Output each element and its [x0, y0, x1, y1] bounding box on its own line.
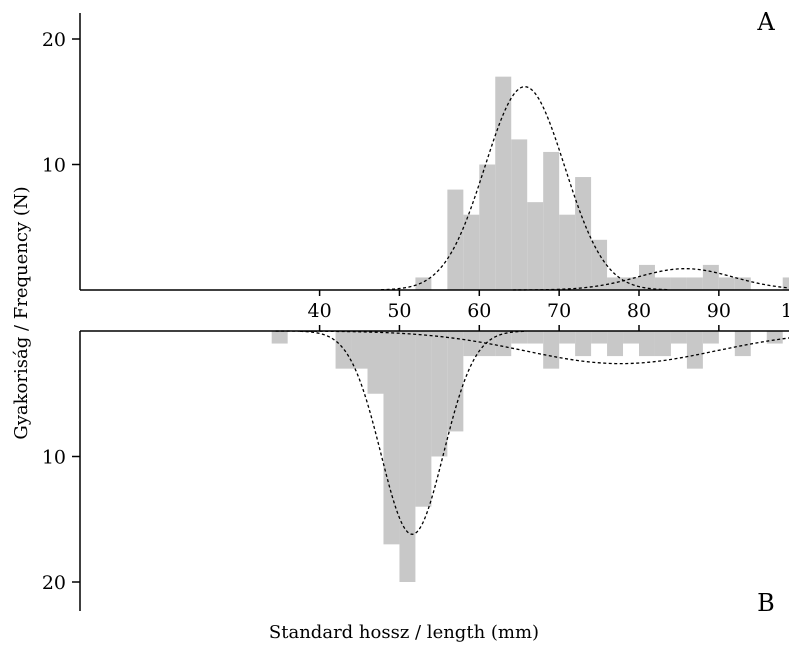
x-tick-label: 60	[467, 300, 491, 322]
panel-b-bar	[447, 331, 464, 432]
panel-a-bar	[495, 76, 512, 291]
panel-a-bar	[463, 214, 480, 290]
panel-b-bar	[702, 331, 719, 344]
panel-b-bar	[495, 331, 512, 357]
panel-b-bar	[367, 331, 384, 394]
panel-a-bar	[782, 277, 789, 290]
panel-a-y-ticks: 10 20	[42, 29, 80, 177]
panel-a-bar	[543, 151, 560, 290]
panel-a-bar	[575, 177, 592, 290]
panel-b-bar	[335, 331, 352, 369]
panel-b-y-tick-label: 10	[42, 447, 66, 469]
panel-b-bar	[623, 331, 639, 344]
panel-a-bar	[591, 239, 608, 290]
panel-b-bar	[431, 331, 448, 457]
panel-b-label: B	[757, 589, 775, 617]
x-tick-label: 40	[308, 300, 332, 322]
panel-b-bar	[734, 331, 751, 357]
panel-b-bar	[399, 331, 416, 582]
panel-b-bar	[686, 331, 703, 369]
x-tick-label: 70	[547, 300, 571, 322]
x-axis-ticks: 405060708090100110	[308, 290, 789, 331]
y-axis-title: Gyakoriság / Frequency (N)	[11, 186, 32, 439]
panel-a-bar	[511, 139, 528, 290]
x-tick-label: 80	[627, 300, 651, 322]
panel-b-bar	[479, 331, 496, 357]
panel-a-bar	[559, 214, 576, 290]
panel-a-y-tick-label: 20	[42, 29, 66, 51]
panel-a-bars	[415, 76, 789, 291]
panel-a-bar	[654, 277, 671, 290]
panel-b-y-ticks: 10 20	[42, 447, 80, 594]
panel-b-bar	[766, 331, 783, 344]
panel-b-bar	[575, 331, 592, 357]
panel-b-bar	[351, 331, 368, 369]
panel-b-fit-curve	[300, 330, 525, 535]
panel-a-bar	[670, 277, 687, 290]
panel-a-bar	[639, 264, 655, 290]
panel-a-bar	[623, 277, 639, 290]
panel-a-bar	[702, 264, 719, 290]
x-tick-label: 100	[781, 300, 789, 322]
panel-b-bar	[543, 331, 560, 369]
panel-a-fit-curve	[512, 268, 789, 291]
panel-b-bar	[415, 331, 432, 507]
panel-a-fit-curves	[381, 86, 789, 291]
panel-a-bar	[527, 202, 544, 290]
panel-a-label: A	[756, 8, 775, 36]
panel-b-bar	[559, 331, 576, 344]
panel-b-bar	[271, 331, 288, 344]
panel-b-bar	[511, 331, 528, 344]
panel-a-bar	[718, 277, 735, 290]
panel-a-bar	[479, 164, 496, 290]
panel-b-bar	[654, 331, 671, 357]
panel-a-bar	[686, 277, 703, 290]
x-tick-label: 90	[707, 300, 731, 322]
panel-b-fit-curve	[275, 330, 789, 365]
panel-b-bar	[670, 331, 687, 344]
panel-a-fit-curve	[381, 86, 669, 291]
panel-b-bar	[383, 331, 400, 545]
panel-b-bar	[607, 331, 624, 357]
panel-a-bar	[415, 277, 432, 290]
panel-b-fit-curves	[275, 330, 789, 535]
panel-b-bar	[591, 331, 608, 344]
panel-a-bar	[447, 189, 464, 290]
x-axis-title: Standard hossz / length (mm)	[269, 622, 539, 643]
panel-b-bar	[527, 331, 544, 344]
x-tick-label: 50	[387, 300, 411, 322]
panel-a-y-tick-label: 10	[42, 155, 66, 177]
panel-b-bar	[639, 331, 655, 357]
panel-b-y-tick-label: 20	[42, 572, 66, 594]
panel-b-bar	[463, 331, 480, 357]
panel-a-bar	[607, 277, 624, 290]
panel-b-bars	[271, 331, 783, 582]
